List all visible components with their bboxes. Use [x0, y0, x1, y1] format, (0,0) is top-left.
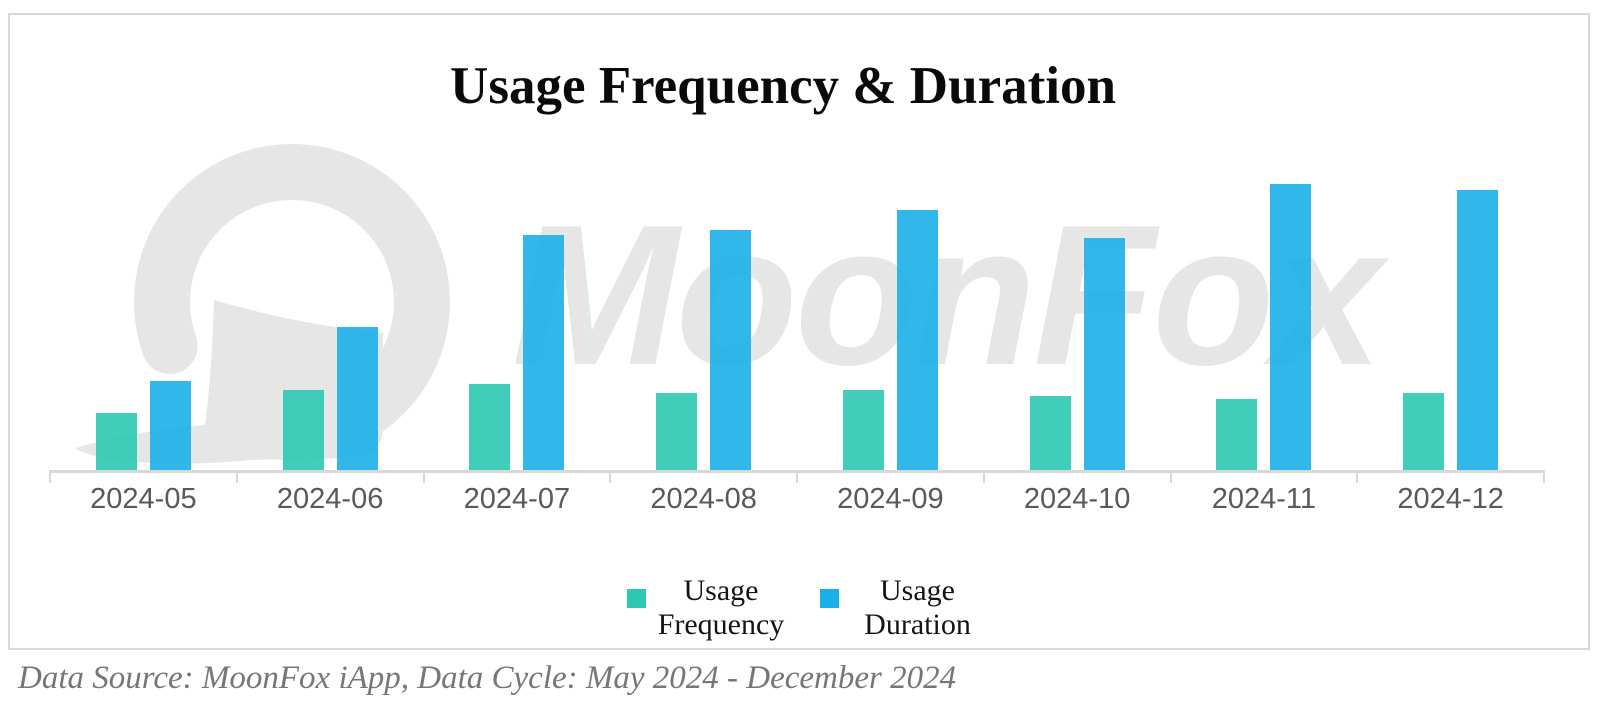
legend-label-frequency-line2: Frequency	[657, 608, 785, 641]
legend-swatch-duration	[820, 589, 839, 608]
chart-title: Usage Frequency & Duration	[450, 57, 1116, 115]
bar-usage-duration-2024-08	[710, 229, 752, 470]
bar-usage-duration-2024-12	[1457, 189, 1499, 470]
bar-usage-frequency-2024-09	[842, 389, 884, 470]
x-axis-label-2024-09: 2024-09	[837, 483, 944, 515]
x-axis-label-2024-06: 2024-06	[276, 483, 384, 515]
bar-usage-duration-2024-07	[523, 235, 565, 470]
x-axis-label-2024-05: 2024-05	[90, 483, 197, 515]
x-axis-label-2024-08: 2024-08	[650, 483, 757, 515]
x-axis-tick	[235, 470, 238, 483]
legend-label-duration-line1: Usage	[880, 574, 955, 607]
bar-usage-frequency-2024-10	[1029, 395, 1071, 470]
chart-border-frame	[8, 13, 1590, 650]
bar-usage-frequency-2024-07	[469, 384, 511, 470]
x-axis-tick	[796, 470, 798, 483]
data-source-note: Data Source: MoonFox iApp, Data Cycle: M…	[18, 660, 957, 696]
moonfox-text-watermark: MoonFox	[512, 184, 1383, 407]
legend-label-duration-line2: Duration	[864, 608, 971, 641]
bar-usage-frequency-2024-05	[95, 412, 137, 470]
x-axis-label-2024-12: 2024-12	[1397, 483, 1504, 515]
bar-usage-frequency-2024-11	[1216, 398, 1258, 470]
bar-usage-duration-2024-09	[896, 209, 938, 470]
x-axis-tick	[609, 470, 612, 483]
bar-usage-duration-2024-05	[149, 381, 191, 470]
legend-swatch-frequency	[627, 589, 646, 608]
legend-label-frequency-line1: Usage	[683, 574, 759, 607]
bar-usage-duration-2024-06	[336, 327, 378, 470]
bar-usage-duration-2024-10	[1083, 238, 1125, 470]
x-axis-label-2024-07: 2024-07	[463, 483, 571, 515]
bar-usage-frequency-2024-12	[1403, 392, 1445, 470]
x-axis-tick	[422, 470, 425, 483]
x-axis-label-2024-11: 2024-11	[1211, 483, 1317, 515]
x-axis-label-2024-10: 2024-10	[1023, 483, 1131, 515]
x-axis-tick	[49, 470, 51, 483]
bar-usage-duration-2024-11	[1270, 184, 1312, 470]
x-axis-tick	[1543, 470, 1545, 483]
bar-usage-frequency-2024-06	[282, 389, 324, 470]
x-axis-tick	[1356, 470, 1359, 483]
bar-usage-frequency-2024-08	[656, 392, 698, 470]
x-axis-tick	[1169, 470, 1172, 483]
x-axis-tick	[982, 470, 985, 483]
